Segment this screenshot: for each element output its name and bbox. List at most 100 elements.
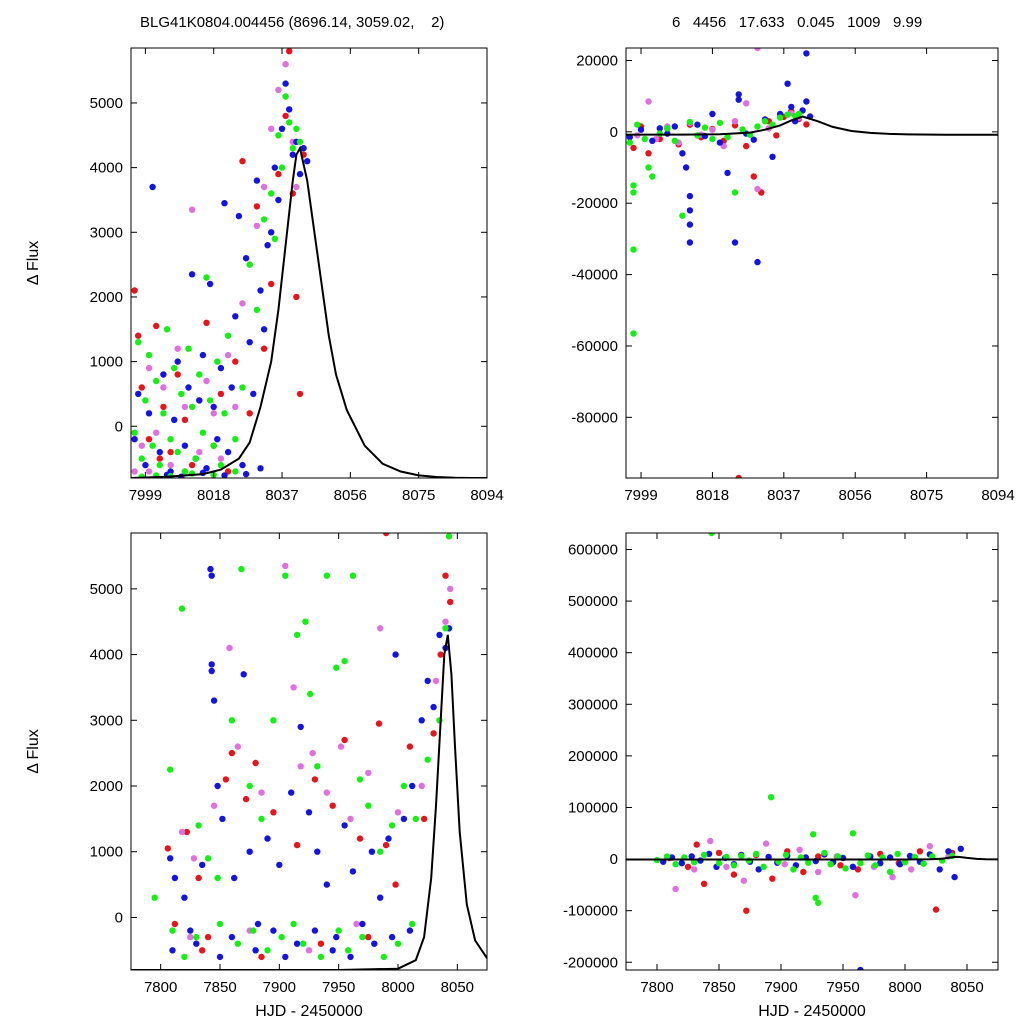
data-point-red: [195, 874, 202, 882]
data-point-red: [160, 403, 167, 411]
data-point-pink: [138, 442, 145, 449]
data-point-pink: [224, 351, 232, 359]
data-point-green: [293, 631, 301, 639]
data-point-pink: [210, 410, 217, 417]
data-point-green: [708, 533, 715, 537]
data-point-blue: [686, 192, 694, 200]
data-point-pink: [347, 815, 354, 823]
data-point-blue: [288, 789, 295, 796]
y-tick-label: 0: [610, 851, 618, 868]
data-point-green: [271, 235, 278, 242]
data-point-green: [672, 861, 679, 868]
data-point-green: [174, 448, 181, 456]
data-point-green: [221, 410, 228, 417]
data-point-pink: [190, 855, 198, 862]
data-point-blue: [199, 351, 207, 359]
data-point-red: [317, 940, 325, 947]
data-point-blue: [167, 855, 174, 862]
data-point-pink: [174, 345, 181, 352]
object-header: BLG41K0804.004456 (8696.14, 3059.02, 2): [140, 14, 445, 31]
data-point-green: [153, 377, 160, 385]
data-point-green: [282, 93, 289, 100]
data-point-green: [630, 182, 637, 189]
data-point-green: [842, 865, 849, 872]
data-point-green: [349, 572, 357, 579]
data-point-pink: [178, 828, 186, 836]
data-point-blue: [257, 465, 264, 472]
data-point-green: [857, 860, 864, 867]
data-point-green: [442, 625, 449, 632]
data-point-green: [185, 345, 192, 352]
data-point-blue: [149, 183, 156, 191]
data-point-blue: [637, 126, 645, 133]
data-point-green: [214, 874, 221, 882]
data-point-blue: [682, 164, 690, 171]
x-tick-label: 8094: [981, 487, 1014, 504]
data-point-red: [203, 319, 210, 326]
data-point-green: [745, 857, 752, 864]
data-point-green: [345, 947, 352, 954]
y-axis-label: Δ Flux: [25, 241, 42, 285]
y-tick-label: -20000: [571, 195, 618, 212]
data-point-pink: [447, 585, 454, 593]
data-point-blue: [260, 326, 268, 333]
data-point-green: [649, 173, 656, 180]
data-point-blue: [424, 677, 431, 685]
data-point-green: [286, 119, 293, 126]
data-point-red: [242, 795, 250, 803]
data-point-blue: [275, 196, 282, 204]
data-point-green: [307, 690, 314, 698]
data-point-red: [837, 862, 844, 869]
data-point-pink: [394, 809, 402, 816]
data-point-blue: [246, 848, 253, 855]
data-point-red: [365, 933, 372, 941]
data-point-blue: [385, 835, 392, 842]
data-point-green: [739, 126, 746, 133]
data-point-green: [730, 862, 738, 869]
data-point-red: [171, 920, 179, 928]
x-tick-label: 8018: [696, 487, 729, 504]
data-point-red: [743, 142, 750, 150]
data-point-pink: [145, 364, 153, 372]
data-point-blue: [849, 863, 857, 870]
data-point-green: [167, 436, 174, 443]
data-point-green: [145, 351, 153, 359]
data-point-green: [293, 125, 300, 132]
data-point-blue: [264, 835, 271, 842]
data-point-blue: [731, 239, 739, 246]
data-point-red: [803, 121, 810, 128]
data-point-blue: [311, 927, 319, 934]
data-point-green: [204, 855, 212, 862]
data-point-pink: [160, 384, 167, 391]
chart-panel-bottom-right: 7800 7850 7900 7950 8000 8050 600000 500000 4000…: [563, 532, 999, 1020]
data-point-blue: [254, 920, 262, 928]
data-point-blue: [221, 472, 228, 478]
data-point-green: [317, 953, 325, 961]
data-point-pink: [781, 861, 788, 868]
data-point-green: [663, 853, 671, 860]
data-point-pink: [323, 789, 330, 796]
data-point-pink: [418, 782, 425, 790]
data-points: [131, 533, 487, 970]
data-point-green: [630, 189, 637, 196]
data-point-pink: [290, 684, 297, 691]
data-point-blue: [300, 145, 307, 152]
data-point-green: [232, 436, 239, 443]
data-point-blue: [406, 927, 414, 934]
data-point-blue: [208, 667, 215, 675]
data-point-blue: [282, 80, 289, 87]
x-tick-label: 8050: [441, 979, 474, 996]
data-point-blue: [240, 671, 247, 678]
data-point-green: [341, 657, 348, 665]
x-tick-label: 7999: [129, 487, 162, 504]
data-point-red: [296, 390, 304, 398]
data-point-red: [153, 322, 160, 330]
x-tick-label: 7850: [203, 979, 236, 996]
data-point-red: [204, 933, 212, 941]
x-tick-label: 8050: [950, 979, 983, 996]
x-tick-label: 8075: [910, 487, 943, 504]
data-point-blue: [724, 169, 731, 177]
data-point-red: [293, 293, 300, 301]
data-point-red: [270, 809, 277, 816]
data-point-green: [810, 831, 817, 838]
